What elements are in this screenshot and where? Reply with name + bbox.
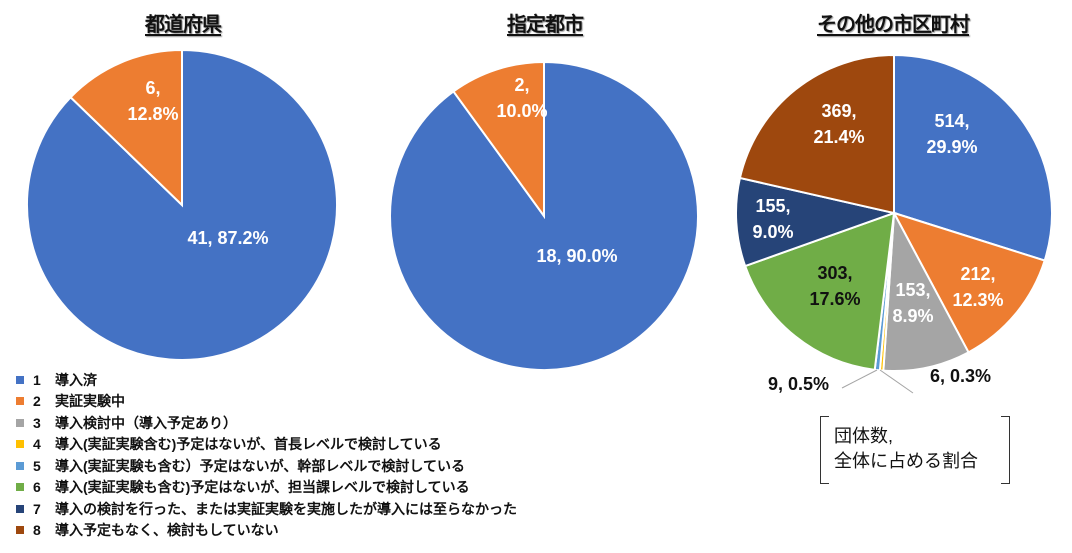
- data-label: 369, 21.4%: [813, 101, 864, 147]
- legend-label: 導入(実証実験も含む）予定はないが、幹部レベルで検討している: [55, 457, 465, 474]
- annotation-line-1: 団体数,: [834, 426, 894, 446]
- pie-chart-other-municipalities: 514, 29.9% 212, 12.3% 153, 8.9% 303, 17.6% 155, 9…: [735, 53, 1053, 372]
- legend-swatch: [16, 418, 24, 427]
- legend-item: 3 導入検討中（導入予定あり）: [16, 412, 517, 434]
- chart-title-other-municipalities: その他の市区町村: [817, 14, 970, 36]
- legend-label: 導入検討中（導入予定あり）: [55, 414, 237, 431]
- legend-number: 4: [33, 436, 41, 453]
- annotation-text: 団体数, 全体に占める割合: [834, 424, 978, 474]
- data-label: 2, 10.0%: [496, 75, 547, 121]
- legend-number: 1: [33, 371, 41, 388]
- right-bracket: [1001, 416, 1010, 484]
- data-label: 212, 12.3%: [952, 264, 1003, 310]
- pie-slice: [893, 53, 1053, 262]
- data-label: 41, 87.2%: [187, 228, 268, 248]
- data-label-cat5: 9, 0.5%: [768, 374, 830, 394]
- legend-number: 7: [33, 500, 41, 517]
- legend: 1 導入済 2 実証実験中 3 導入検討中（導入予定あり） 4 導入(実証実験含む)予定…: [16, 369, 517, 541]
- data-label: 18, 90.0%: [536, 246, 617, 266]
- legend-number: 6: [33, 479, 41, 496]
- legend-swatch: [16, 440, 24, 449]
- pie-chart-prefectures: 41, 87.2% 6, 12.8%: [26, 48, 338, 361]
- pie-slice: [882, 209, 970, 372]
- legend-item: 4 導入(実証実験含む)予定はないが、首長レベルで検討している: [16, 434, 517, 456]
- legend-number: 2: [33, 393, 41, 410]
- legend-number: 3: [33, 414, 41, 431]
- data-label: 514, 29.9%: [926, 111, 977, 157]
- legend-item: 7 導入の検討を行った、または実証実験を実施したが導入には至らなかった: [16, 498, 517, 520]
- pie-slice: [69, 48, 183, 208]
- legend-label: 導入(実証実験も含む)予定はないが、担当課レベルで検討している: [55, 479, 470, 496]
- legend-item: 2 実証実験中: [16, 391, 517, 413]
- pie-slice: [743, 211, 896, 371]
- leader-lines: [841, 369, 914, 394]
- legend-number: 8: [33, 522, 41, 539]
- legend-swatch: [16, 504, 24, 513]
- legend-swatch: [16, 461, 24, 470]
- annotation-line-2: 全体に占める割合: [834, 451, 978, 471]
- legend-number: 5: [33, 457, 41, 474]
- data-label: 6, 12.8%: [127, 78, 178, 124]
- legend-label: 導入の検討を行った、または実証実験を実施したが導入には至らなかった: [55, 500, 517, 517]
- pie-slice: [735, 176, 898, 268]
- data-label: 303, 17.6%: [809, 263, 860, 309]
- legend-swatch: [16, 375, 24, 384]
- legend-swatch: [16, 483, 24, 492]
- legend-label: 導入済: [55, 371, 97, 388]
- pie-slice: [891, 211, 1046, 354]
- pie-chart-designated-cities: 18, 90.0% 2, 10.0%: [389, 60, 699, 371]
- legend-item: 5 導入(実証実験も含む）予定はないが、幹部レベルで検討している: [16, 455, 517, 477]
- pie-slice: [452, 60, 545, 220]
- annotation-box: 団体数, 全体に占める割合: [820, 416, 1010, 484]
- pie-slice: [738, 53, 895, 215]
- legend-swatch: [16, 397, 24, 406]
- left-bracket: [820, 416, 829, 484]
- legend-label: 導入(実証実験含む)予定はないが、首長レベルで検討している: [55, 436, 442, 453]
- chart-title-prefectures: 都道府県: [145, 14, 222, 36]
- data-label: 155, 9.0%: [752, 196, 793, 242]
- chart-title-designated-cities: 指定都市: [507, 14, 584, 36]
- legend-label: 実証実験中: [55, 393, 125, 410]
- legend-item: 8 導入予定もなく、検討もしていない: [16, 520, 517, 542]
- data-label-cat4: 6, 0.3%: [930, 366, 992, 386]
- data-label: 153, 8.9%: [892, 280, 933, 326]
- legend-label: 導入予定もなく、検討もしていない: [55, 522, 279, 539]
- legend-swatch: [16, 526, 24, 535]
- legend-item: 6 導入(実証実験も含む)予定はないが、担当課レベルで検討している: [16, 477, 517, 499]
- legend-item: 1 導入済: [16, 369, 517, 391]
